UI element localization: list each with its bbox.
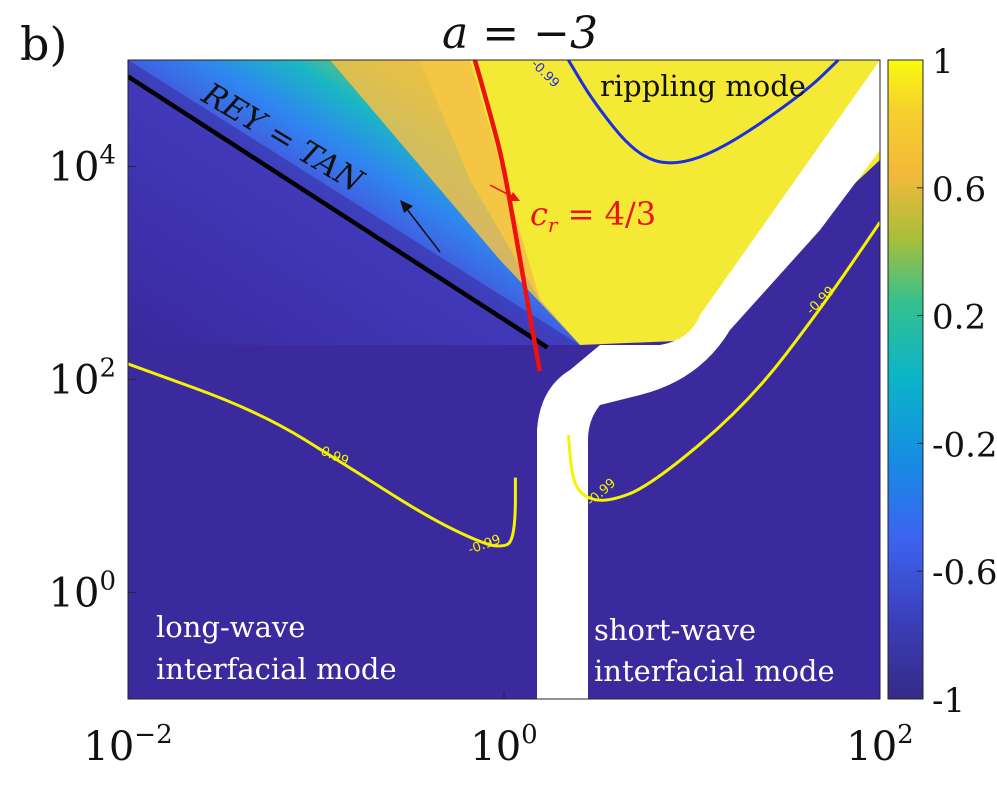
cr-sub: r [548,213,559,237]
contour-layer [128,60,880,548]
y-tick-label-2: 104 [49,141,116,191]
x-tick-label-1: 100 [470,720,537,770]
cr-lhs: c [530,195,548,233]
undefined-region [537,60,880,699]
chart-title: a = −3 [442,8,598,59]
colorbar-tick-label-1: 0.6 [932,170,986,210]
region-label-short-wave-2: interfacial mode [594,654,835,688]
region-label-long-wave-1: long-wave [156,610,305,644]
contour-line-1 [566,221,880,502]
cr-annotation: cr = 4/3 [489,184,656,237]
x-tick-label-2: 102 [846,720,913,770]
region-label-long-wave-2: interfacial mode [156,652,397,686]
y-tick-label-1: 102 [49,354,116,404]
x-tick-label-0: 10−2 [83,720,172,770]
boundary-lines-layer [128,60,549,372]
panel-label: b) [20,17,67,71]
colorbar-tick-label-0: 1 [932,42,954,82]
svg-text:cr = 4/3: cr = 4/3 [530,195,656,237]
contour-line-2 [567,60,840,165]
cr-rhs: 4/3 [605,195,657,233]
y-tick-label-0: 100 [49,567,116,617]
boundary-line-0 [128,74,549,350]
field-orange-region [330,60,580,345]
field-shade-lower [128,60,580,345]
colorbar-ticks: 1 0.6 0.2 -0.2 -0.6 -1 [917,42,997,721]
colorbar-tick-label-2: 0.2 [932,298,986,338]
field-short-wave-region [590,160,880,699]
colorbar-tick-label-3: -0.2 [932,425,997,465]
x-axis: 10−2 100 102 [83,691,914,770]
region-label-rippling: rippling mode [600,69,806,103]
colorbar-tick-label-4: -0.6 [932,553,997,593]
colorbar-tick-label-5: -1 [932,681,965,721]
colorbar [887,59,924,700]
contour-line-0 [128,362,517,548]
boundary-line-1 [472,60,542,372]
region-label-short-wave-1: short-wave [594,613,756,647]
y-axis: 100 102 104 [49,141,136,617]
